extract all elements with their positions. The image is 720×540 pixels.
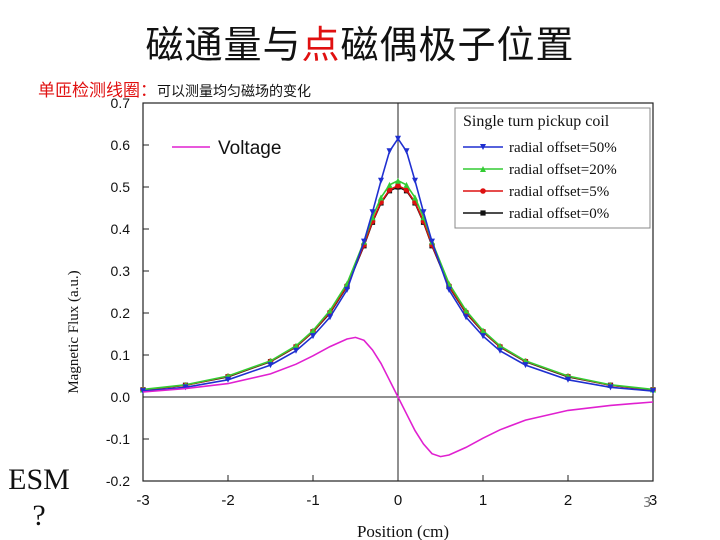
data-point (182, 384, 189, 391)
title-part2: 磁偶极子位置 (340, 23, 575, 67)
data-point (395, 177, 401, 184)
data-point (403, 181, 410, 188)
y-tick-label: 0.6 (111, 137, 131, 153)
title-part1: 磁通量与 (145, 23, 302, 67)
data-point (403, 187, 410, 193)
data-point (386, 181, 393, 188)
data-point (463, 314, 469, 321)
data-point (293, 347, 299, 354)
x-tick-label: 1 (479, 492, 487, 509)
data-point (267, 362, 274, 369)
y-tick-label: 0.1 (111, 347, 131, 363)
x-tick-label: 2 (564, 492, 572, 509)
legend-label: radial offset=5% (509, 184, 609, 200)
data-point (403, 148, 410, 155)
voltage-legend-label: Voltage (218, 138, 281, 159)
data-point (412, 177, 418, 184)
data-point (140, 388, 146, 395)
data-point (480, 327, 486, 334)
data-point (429, 238, 435, 245)
subtitle-red: 单匝检测线圈： (38, 81, 157, 101)
legend-marker (480, 144, 486, 150)
data-point (412, 194, 418, 201)
x-tick-label: -1 (306, 492, 319, 509)
data-point (607, 384, 614, 391)
side-note: ESM ? (2, 462, 76, 534)
legend-box (454, 107, 651, 229)
data-point (386, 187, 393, 193)
x-tick-label: -3 (136, 492, 149, 509)
legend-marker (480, 210, 486, 216)
data-point (310, 333, 316, 340)
data-point (395, 182, 401, 189)
legend-marker (480, 166, 486, 172)
y-tick-label: 0.0 (111, 389, 131, 405)
x-axis-label: Position (cm) (357, 522, 449, 540)
x-tick-label: 0 (394, 492, 402, 509)
slide-number: 3 (643, 496, 652, 511)
y-tick-label: 0.5 (111, 179, 131, 195)
y-tick-label: 0.4 (111, 221, 131, 237)
slide-title: 磁通量与点磁偶极子位置 (0, 14, 720, 69)
y-axis-label: Magnetic Flux (a.u.) (66, 270, 82, 393)
legend-marker (480, 188, 486, 194)
slide-subtitle: 单匝检测线圈：可以测量均匀磁场的变化 (38, 76, 311, 101)
legend-title: Single turn pickup coil (463, 113, 610, 130)
data-point (420, 209, 427, 216)
title-highlight: 点 (301, 23, 341, 67)
y-tick-label: -0.1 (106, 431, 130, 447)
data-point (310, 327, 316, 334)
data-point (446, 286, 452, 293)
data-point (369, 209, 376, 216)
data-point (386, 148, 393, 155)
data-point (480, 333, 486, 340)
legend-label: radial offset=0% (509, 206, 609, 222)
data-point (497, 342, 503, 349)
y-tick-label: 0.3 (111, 263, 131, 279)
data-point (565, 376, 571, 383)
data-point (225, 376, 231, 383)
data-point (327, 307, 333, 314)
x-tick-label: 3 (649, 492, 657, 509)
legend-label: radial offset=50% (509, 140, 617, 156)
side-note-line2: ? (32, 499, 46, 532)
y-tick-label: 0.7 (111, 95, 131, 111)
data-point (293, 342, 299, 349)
data-point (344, 286, 350, 293)
data-point (522, 362, 529, 369)
data-point (497, 347, 503, 354)
data-point (378, 194, 384, 201)
data-point (650, 388, 656, 395)
legend-label: radial offset=20% (509, 162, 617, 178)
x-tick-label: -2 (221, 492, 234, 509)
data-point (395, 135, 401, 142)
side-note-line1: ESM (8, 463, 70, 496)
y-tick-label: 0.2 (111, 305, 131, 321)
subtitle-black: 可以测量均匀磁场的变化 (157, 84, 311, 100)
data-point (327, 314, 333, 321)
voltage-line (142, 336, 654, 458)
data-point (463, 307, 469, 314)
data-point (378, 177, 384, 184)
y-tick-label: -0.2 (106, 473, 130, 489)
data-point (361, 238, 367, 245)
